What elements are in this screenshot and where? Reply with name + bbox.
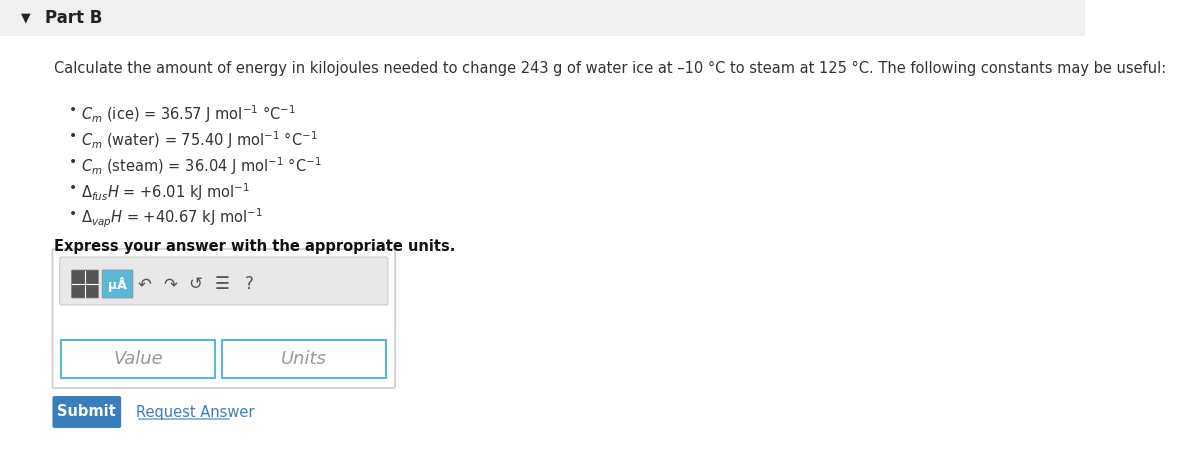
Text: ▼: ▼ — [20, 11, 30, 24]
Text: •: • — [68, 207, 77, 221]
Text: Request Answer: Request Answer — [136, 405, 254, 419]
Text: μÅ: μÅ — [108, 277, 127, 291]
Text: ?: ? — [245, 275, 254, 293]
Text: •: • — [68, 103, 77, 117]
Text: Submit: Submit — [58, 405, 116, 419]
FancyBboxPatch shape — [61, 340, 215, 378]
Text: ↶: ↶ — [138, 275, 151, 293]
Text: $C_m$ (steam) = 36.04 J mol$^{-1}$ °C$^{-1}$: $C_m$ (steam) = 36.04 J mol$^{-1}$ °C$^{… — [82, 155, 322, 177]
Text: ↺: ↺ — [188, 275, 203, 293]
Text: Units: Units — [281, 350, 326, 368]
Text: Value: Value — [114, 350, 163, 368]
FancyBboxPatch shape — [0, 0, 1085, 36]
Text: •: • — [68, 155, 77, 169]
FancyBboxPatch shape — [222, 340, 386, 378]
Text: $C_m$ (ice) = 36.57 J mol$^{-1}$ °C$^{-1}$: $C_m$ (ice) = 36.57 J mol$^{-1}$ °C$^{-1… — [82, 103, 296, 125]
FancyBboxPatch shape — [72, 270, 98, 298]
Text: •: • — [68, 129, 77, 143]
Text: $C_m$ (water) = 75.40 J mol$^{-1}$ °C$^{-1}$: $C_m$ (water) = 75.40 J mol$^{-1}$ °C$^{… — [82, 129, 318, 151]
Text: Express your answer with the appropriate units.: Express your answer with the appropriate… — [54, 239, 456, 254]
Text: •: • — [68, 181, 77, 195]
FancyBboxPatch shape — [53, 396, 121, 428]
Text: ☰: ☰ — [215, 275, 230, 293]
Text: Calculate the amount of energy in kilojoules needed to change 243 g of water ice: Calculate the amount of energy in kilojo… — [54, 61, 1166, 76]
FancyBboxPatch shape — [53, 249, 395, 388]
Text: $\Delta_{vap}H$ = +40.67 kJ mol$^{-1}$: $\Delta_{vap}H$ = +40.67 kJ mol$^{-1}$ — [82, 207, 263, 230]
Text: Part B: Part B — [46, 9, 102, 27]
FancyBboxPatch shape — [102, 270, 133, 298]
FancyBboxPatch shape — [60, 257, 388, 305]
Text: $\Delta_{fus}H$ = +6.01 kJ mol$^{-1}$: $\Delta_{fus}H$ = +6.01 kJ mol$^{-1}$ — [82, 181, 251, 203]
Text: ↷: ↷ — [163, 275, 176, 293]
